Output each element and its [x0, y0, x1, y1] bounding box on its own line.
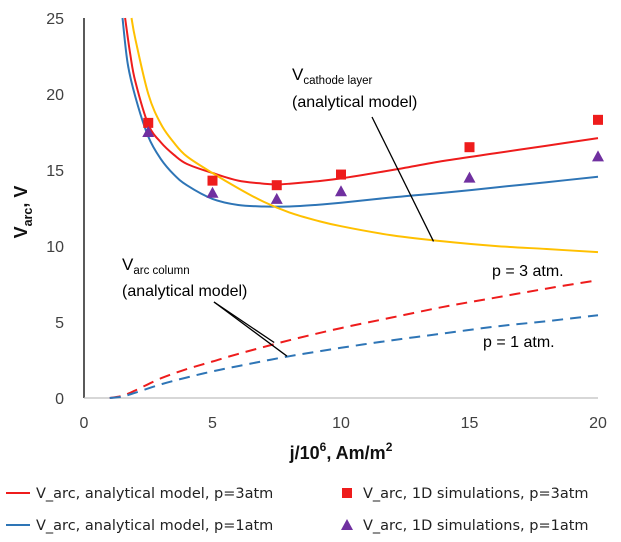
y-tick-labels: 0 5 10 15 20 25 [46, 11, 64, 408]
sim-1atm-marker [335, 185, 347, 197]
annotation-cathode-sub: cathode layer [303, 75, 372, 87]
y-tick-label: 20 [46, 87, 64, 104]
column-leader-line [213, 301, 288, 357]
legend-label-sim-3atm: V_arc, 1D simulations, p=3atm [363, 486, 589, 502]
sim-3atm-marker [336, 169, 346, 180]
x-axis-title-sup2: 2 [386, 440, 393, 454]
legend-swatch-sim-3atm [342, 488, 352, 498]
annotation-arc-column: Varc column [122, 255, 190, 277]
y-axis-title: Varc, V [11, 186, 35, 239]
sim-1atm-marker [206, 186, 219, 198]
annotation-cathode-main: V [292, 65, 304, 84]
sim-3atm-marker [464, 142, 475, 153]
x-tick-label: 10 [332, 415, 350, 432]
legend-swatch-sim-1atm [341, 519, 353, 530]
y-axis-title-sub: arc [21, 208, 35, 227]
annotation-cathode-model: (analytical model) [292, 94, 417, 111]
x-tick-label: 0 [80, 415, 89, 432]
legend-label-analytical-1atm: V_arc, analytical model, p=1atm [36, 518, 273, 534]
series-line-column-1atm [109, 314, 599, 399]
x-axis-title-sup: 6 [320, 440, 327, 454]
legend: V_arc, analytical model, p=3atm V_arc, 1… [6, 486, 589, 534]
legend-label-sim-1atm: V_arc, 1D simulations, p=1atm [363, 518, 589, 534]
plot-series [109, 17, 604, 399]
sim-1atm-marker [463, 171, 476, 183]
annotation-p3: p = 3 atm. [492, 263, 564, 280]
sim-1atm-marker [142, 126, 155, 137]
cathode-leader-line [371, 116, 435, 242]
series-line-cathode-layer [130, 17, 599, 254]
sim-3atm-marker [207, 175, 218, 186]
sim-3atm-marker [593, 114, 603, 125]
sim-3atm-marker [143, 117, 154, 128]
y-tick-label: 15 [46, 163, 64, 180]
x-axis-title-tail: , Am/m [326, 443, 385, 463]
annotation-column-model: (analytical model) [122, 283, 247, 300]
sim-3atm-marker [271, 180, 282, 191]
y-tick-label: 0 [55, 391, 64, 408]
x-axis-title-main: j/10 [289, 443, 320, 463]
y-axis-title-main: V [11, 226, 31, 238]
x-tick-label: 20 [589, 415, 607, 432]
y-tick-label: 10 [46, 239, 64, 256]
annotation-leaders [213, 116, 435, 357]
annotation-column-sub: arc column [133, 265, 189, 277]
sim-1atm-marker [270, 192, 283, 204]
x-tick-label: 5 [208, 415, 217, 432]
annotation-p1: p = 1 atm. [483, 334, 555, 351]
x-tick-labels: 0 5 10 15 20 [80, 415, 607, 432]
x-axis-title: j/106, Am/m2 [289, 440, 393, 463]
y-tick-label: 25 [46, 11, 64, 28]
y-tick-label: 5 [55, 315, 64, 332]
annotation-column-main: V [122, 255, 134, 274]
annotation-cathode-layer: Vcathode layer [292, 65, 373, 87]
y-axis-title-tail: , V [11, 186, 31, 208]
series-line-analytical-1atm [121, 17, 599, 208]
legend-label-analytical-3atm: V_arc, analytical model, p=3atm [36, 486, 273, 502]
x-tick-label: 15 [461, 415, 479, 432]
sim-1atm-marker [592, 150, 604, 162]
